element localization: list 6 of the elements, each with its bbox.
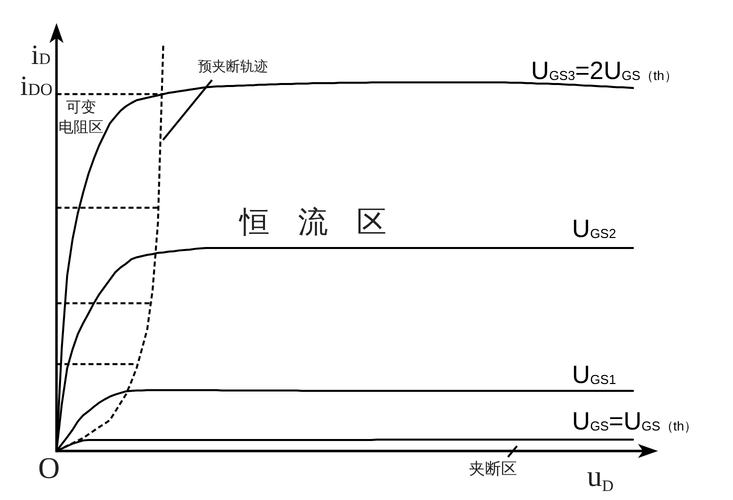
annotation: 可变电阻区 [58,99,104,136]
annotation: 恒 流 区 [240,206,396,239]
annotation: 预夹断轨迹 [198,58,268,74]
annotation: iDO [20,71,52,102]
annotation: 夹断区 [469,461,517,478]
annotation: O [38,452,60,485]
